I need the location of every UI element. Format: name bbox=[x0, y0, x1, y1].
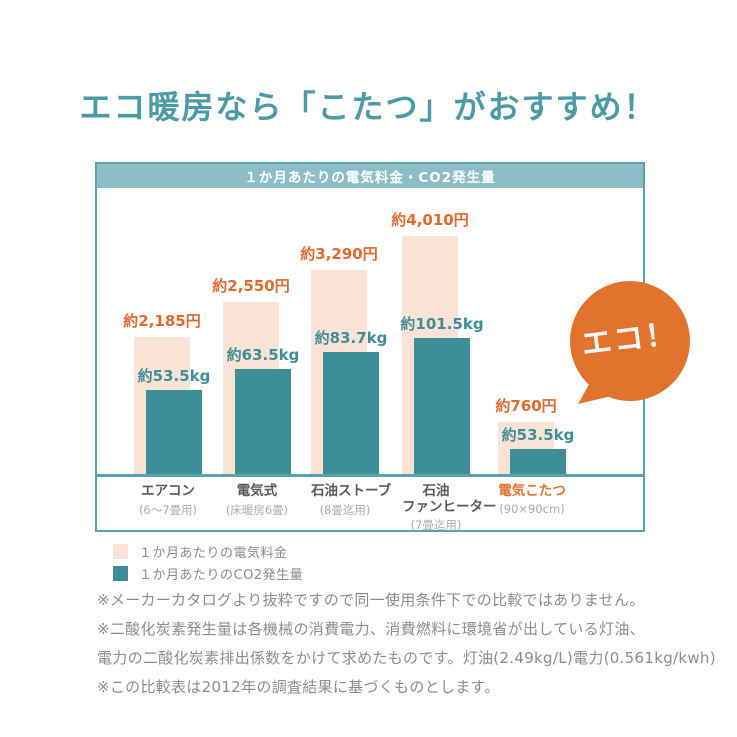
category-note: (8畳迄用) bbox=[319, 502, 371, 517]
category-note: (7畳迄用) bbox=[410, 518, 462, 533]
bar-group: 約760円約53.5kg bbox=[495, 362, 574, 474]
footnote-line: 電力の二酸化炭素排出係数をかけて求めたものです。灯油(2.49kg/L)電力(0… bbox=[97, 649, 716, 667]
bar-group: 約4,010円約101.5kg bbox=[391, 176, 484, 474]
category-label: 石油ストーブ (8畳迄用) bbox=[311, 483, 392, 518]
category-name: ファンヒーター bbox=[402, 498, 497, 515]
footnote-line: ※この比較表は2012年の調査結果に基づくものとします。 bbox=[97, 678, 500, 696]
legend-label: １か月あたりの電気料金 bbox=[139, 545, 288, 561]
footnotes: ※メーカーカタログより抜粋ですので同一使用条件下での比較ではありません。 ※二酸化… bbox=[97, 586, 716, 702]
bar-group: 約2,550円約63.5kg bbox=[212, 242, 299, 474]
bar-group: 約3,290円約83.7kg bbox=[300, 210, 387, 474]
speech-bubble-shape bbox=[570, 281, 690, 404]
co2-bar bbox=[510, 449, 566, 474]
chart-panel: １か月あたりの電気料金・CO2発生量 約2,185円 約53.5kg 約2,550円… bbox=[95, 162, 645, 532]
category-name: エアコン bbox=[141, 483, 195, 499]
cost-value-label: 約2,185円 bbox=[123, 312, 201, 330]
footnote-line: ※二酸化炭素発生量は各機械の消費電力、消費燃料に環境省が出している灯油、 bbox=[97, 620, 645, 638]
co2-bar bbox=[414, 338, 470, 474]
category-label: 電気式 (床暖房6畳) bbox=[223, 483, 291, 518]
category-note: (90×90cm) bbox=[499, 501, 565, 516]
co2-value-label: 約63.5kg bbox=[226, 346, 300, 364]
category-note: (床暖房6畳) bbox=[225, 502, 289, 517]
page-title: エコ暖房なら「こたつ」がおすすめ！ bbox=[79, 88, 658, 126]
category-labels-area: エアコン (6〜7畳用) 電気式 (床暖房6畳) 石油ストーブ (8畳迄用) 石油 ファンヒー… bbox=[97, 477, 643, 533]
legend-item: １か月あたりのCO2発生量 bbox=[113, 562, 303, 584]
category-name: 石油 bbox=[422, 483, 450, 499]
co2-value-label: 約53.5kg bbox=[137, 367, 211, 385]
cost-value-label: 約2,550円 bbox=[212, 277, 290, 295]
bar-group: 約2,185円約53.5kg bbox=[123, 277, 210, 474]
co2-value-label: 約101.5kg bbox=[400, 315, 484, 333]
legend-label: １か月あたりのCO2発生量 bbox=[139, 567, 304, 583]
category-name: 石油ストーブ bbox=[311, 483, 392, 499]
legend-swatch bbox=[113, 565, 128, 581]
footnote-line: ※メーカーカタログより抜粋ですので同一使用条件下での比較ではありません。 bbox=[97, 591, 645, 609]
category-label: エアコン (6〜7畳用) bbox=[134, 483, 202, 518]
category-label: 石油 ファンヒーター (7畳迄用) bbox=[402, 483, 497, 533]
category-name: 電気こたつ bbox=[498, 483, 566, 499]
x-axis-line bbox=[97, 474, 643, 477]
cost-value-label: 約4,010円 bbox=[391, 211, 469, 229]
co2-bar bbox=[146, 390, 202, 474]
legend-item: １か月あたりの電気料金 bbox=[113, 540, 303, 562]
cost-value-label: 約760円 bbox=[495, 397, 557, 415]
co2-bar bbox=[323, 352, 379, 474]
cost-value-label: 約3,290円 bbox=[300, 245, 378, 263]
plot-area: 約2,185円 約53.5kg 約2,550円 約63.5kg 約3,290円 約83.7… bbox=[97, 188, 643, 474]
eco-speech-bubble: エコ！ bbox=[566, 280, 692, 410]
co2-value-label: 約53.5kg bbox=[501, 426, 575, 444]
legend-swatch bbox=[113, 543, 128, 559]
category-name: 電気式 bbox=[236, 483, 278, 499]
category-note: (6〜7畳用) bbox=[138, 502, 198, 517]
co2-bar bbox=[235, 369, 291, 474]
category-label: 電気こたつ (90×90cm) bbox=[498, 483, 566, 516]
co2-value-label: 約83.7kg bbox=[314, 329, 388, 347]
chart-legend: １か月あたりの電気料金 １か月あたりのCO2発生量 bbox=[113, 540, 303, 584]
chart-title-bar: １か月あたりの電気料金・CO2発生量 bbox=[97, 164, 643, 188]
